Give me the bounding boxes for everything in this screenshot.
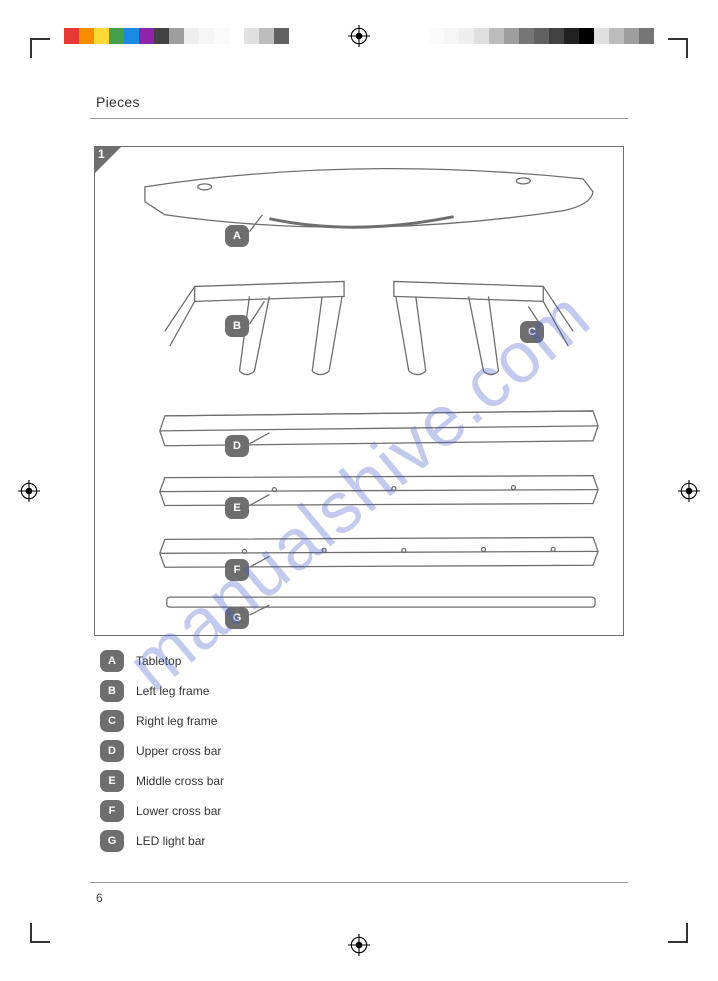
registration-mark-icon — [348, 934, 370, 956]
rule-bottom — [90, 882, 628, 883]
legend-row: C Right leg frame — [100, 710, 618, 732]
page-number: 6 — [96, 891, 103, 905]
part-label-g: G — [225, 607, 249, 629]
legend-text: Middle cross bar — [136, 774, 224, 788]
legend-row: E Middle cross bar — [100, 770, 618, 792]
legend-label-c: C — [100, 710, 124, 732]
part-label-d: D — [225, 435, 249, 457]
legend-text: Tabletop — [136, 654, 181, 668]
legend-text: Upper cross bar — [136, 744, 221, 758]
legend-row: F Lower cross bar — [100, 800, 618, 822]
registration-mark-icon — [678, 480, 700, 502]
part-label-c: C — [520, 321, 544, 343]
part-label-a: A — [225, 225, 249, 247]
crop-mark — [20, 923, 50, 953]
part-label-b: B — [225, 315, 249, 337]
registration-mark-icon — [18, 480, 40, 502]
illustration-panel: 1 — [94, 146, 624, 636]
registration-mark-icon — [348, 25, 370, 47]
color-calibration-bar — [429, 28, 654, 44]
legend-row: G LED light bar — [100, 830, 618, 852]
legend-row: B Left leg frame — [100, 680, 618, 702]
legend-text: Left leg frame — [136, 684, 209, 698]
crop-mark — [668, 923, 698, 953]
legend-row: A Tabletop — [100, 650, 618, 672]
legend-label-a: A — [100, 650, 124, 672]
legend-text: Lower cross bar — [136, 804, 221, 818]
legend-label-f: F — [100, 800, 124, 822]
part-label-f: F — [225, 559, 249, 581]
crop-mark — [20, 28, 50, 58]
parts-legend: A Tabletop B Left leg frame C Right leg frame… — [100, 650, 618, 860]
legend-text: Right leg frame — [136, 714, 217, 728]
page-content: Pieces 1 — [60, 90, 658, 911]
color-calibration-bar — [64, 28, 289, 44]
rule-top — [90, 118, 628, 119]
legend-label-d: D — [100, 740, 124, 762]
legend-label-g: G — [100, 830, 124, 852]
legend-label-e: E — [100, 770, 124, 792]
part-label-e: E — [225, 497, 249, 519]
legend-row: D Upper cross bar — [100, 740, 618, 762]
legend-label-b: B — [100, 680, 124, 702]
parts-illustration — [95, 147, 623, 635]
page-title: Pieces — [96, 94, 140, 110]
legend-text: LED light bar — [136, 834, 205, 848]
crop-mark — [668, 28, 698, 58]
